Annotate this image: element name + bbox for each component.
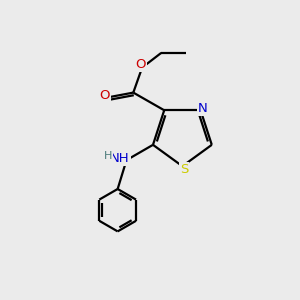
Text: S: S — [180, 163, 188, 176]
Text: NH: NH — [110, 152, 130, 165]
Text: O: O — [99, 89, 110, 102]
Text: H: H — [104, 151, 112, 161]
Text: N: N — [198, 102, 208, 115]
Text: O: O — [135, 58, 146, 71]
